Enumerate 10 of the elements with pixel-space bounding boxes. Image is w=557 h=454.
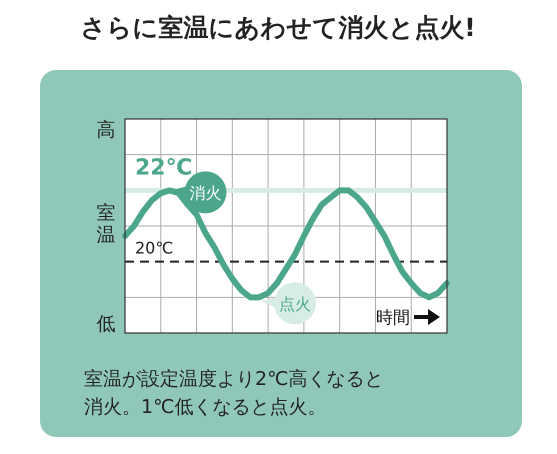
annotation: 点火: [278, 294, 311, 314]
ref-line-label: 20℃: [135, 238, 174, 258]
text: 室温が設定温度より2℃高くなると消火。1℃低くなると点火。: [84, 368, 384, 418]
x-axis-title: 時間: [376, 308, 410, 328]
annotation: 消火: [190, 183, 222, 202]
chart-title: さらに室温にあわせて消火と点火!: [80, 13, 476, 42]
ref-line-label: 22℃: [135, 155, 192, 180]
text: 低: [96, 313, 116, 335]
y-axis-title: 室温: [96, 202, 116, 246]
text: 高: [96, 119, 116, 141]
